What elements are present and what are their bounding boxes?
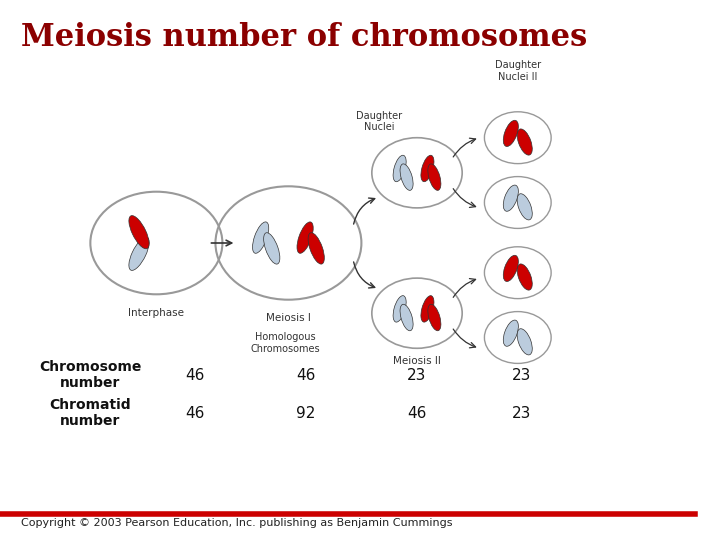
Ellipse shape (503, 185, 518, 211)
Ellipse shape (503, 120, 518, 146)
Ellipse shape (421, 295, 434, 322)
Ellipse shape (517, 329, 532, 355)
Text: Copyright © 2003 Pearson Education, Inc. publishing as Benjamin Cummings: Copyright © 2003 Pearson Education, Inc.… (21, 518, 452, 528)
Text: Meiosis II: Meiosis II (393, 356, 441, 367)
Ellipse shape (264, 233, 280, 264)
Text: 23: 23 (408, 368, 427, 383)
Text: Daughter
Nuclei II: Daughter Nuclei II (495, 60, 541, 82)
Text: 23: 23 (512, 406, 531, 421)
Text: Meiosis number of chromosomes: Meiosis number of chromosomes (21, 22, 587, 52)
Ellipse shape (297, 222, 313, 253)
Text: Homologous
Chromosomes: Homologous Chromosomes (250, 332, 320, 354)
Text: Daughter
Nuclei: Daughter Nuclei (356, 111, 402, 132)
Ellipse shape (393, 155, 406, 182)
Ellipse shape (400, 164, 413, 191)
Ellipse shape (421, 155, 434, 182)
Text: 92: 92 (296, 406, 315, 421)
Ellipse shape (517, 194, 532, 220)
Ellipse shape (428, 304, 441, 331)
Text: 46: 46 (185, 368, 204, 383)
Text: Chromosome
number: Chromosome number (39, 360, 142, 390)
Ellipse shape (428, 164, 441, 191)
Ellipse shape (253, 222, 269, 253)
Ellipse shape (517, 129, 532, 155)
Text: 46: 46 (296, 368, 315, 383)
Text: 46: 46 (408, 406, 427, 421)
Ellipse shape (393, 295, 406, 322)
Ellipse shape (503, 320, 518, 346)
Text: Meiosis I: Meiosis I (266, 313, 311, 323)
Ellipse shape (503, 255, 518, 281)
Text: Interphase: Interphase (128, 308, 184, 318)
Ellipse shape (129, 215, 149, 249)
Ellipse shape (400, 304, 413, 331)
Text: 46: 46 (185, 406, 204, 421)
Text: 23: 23 (512, 368, 531, 383)
Ellipse shape (129, 237, 149, 271)
Ellipse shape (517, 264, 532, 290)
Ellipse shape (308, 233, 324, 264)
Text: Chromatid
number: Chromatid number (50, 398, 131, 428)
